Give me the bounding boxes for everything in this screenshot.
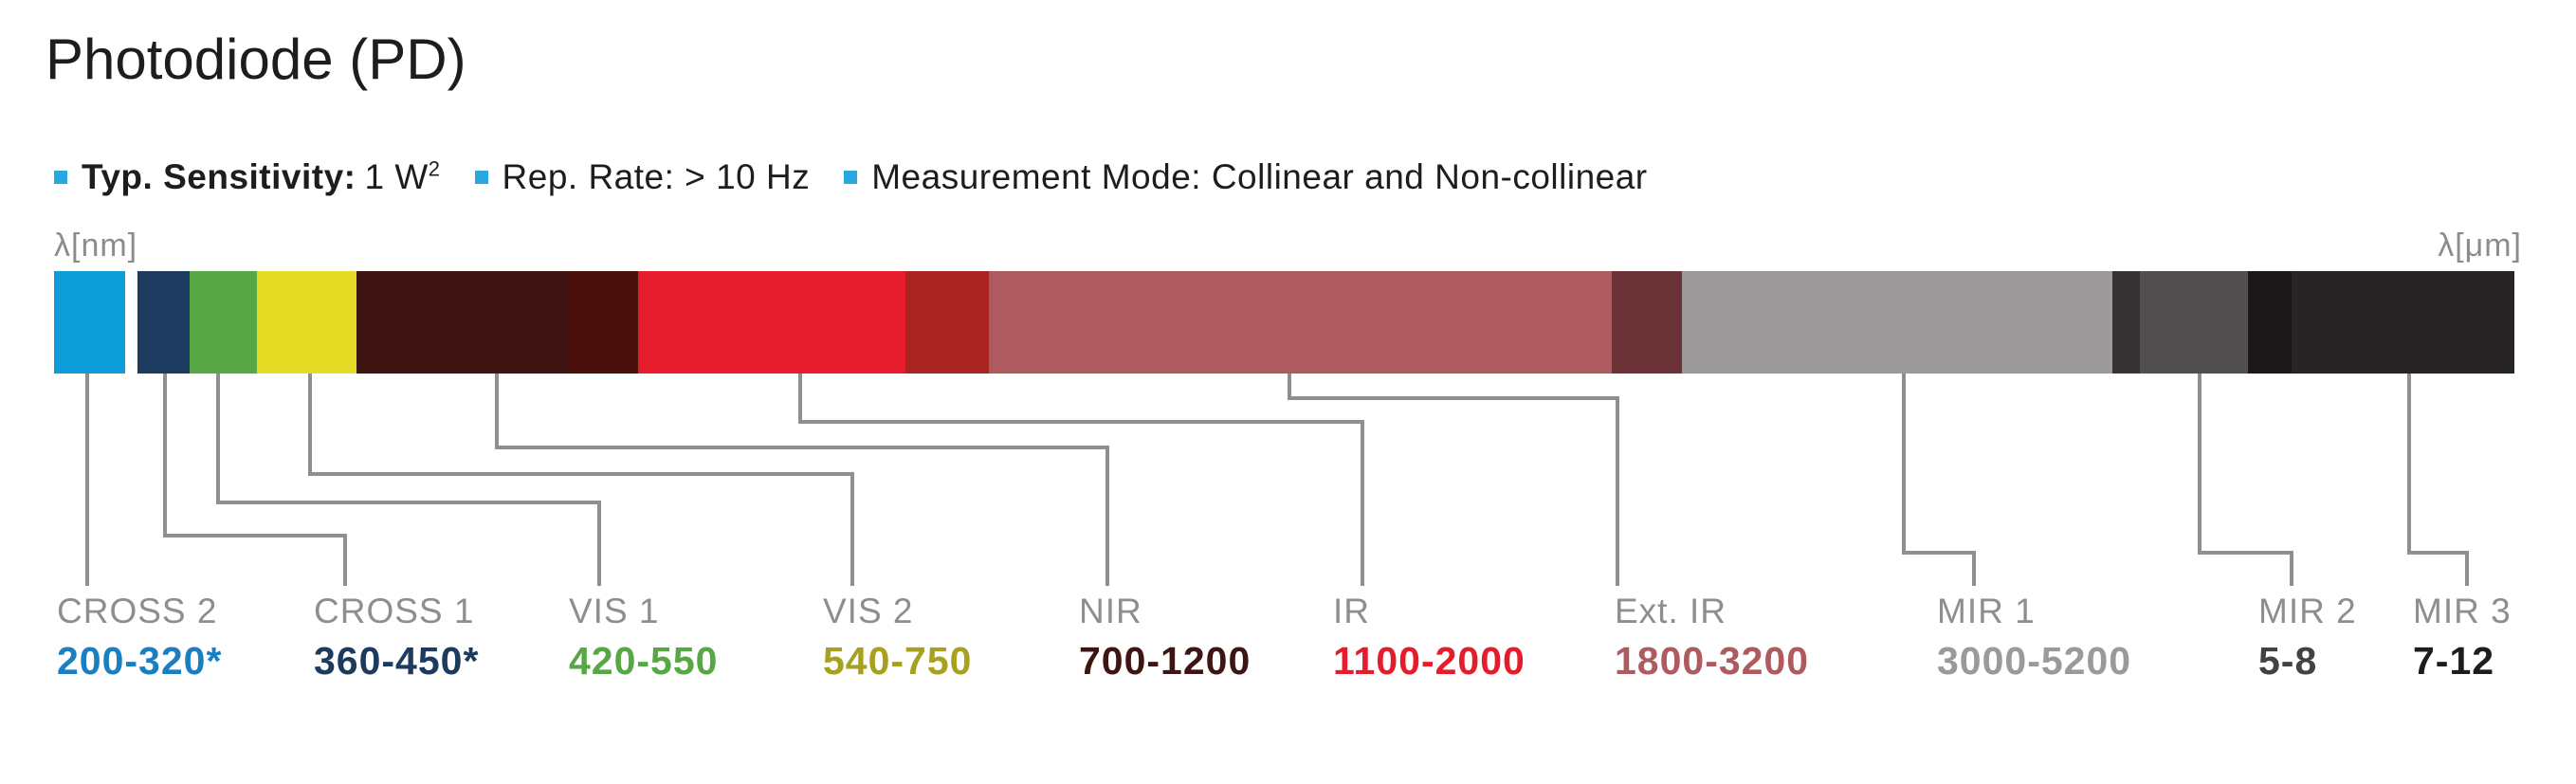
band-name: VIS 2	[823, 592, 914, 630]
spectrum-bar	[0, 271, 2576, 374]
leader-line	[798, 374, 1364, 586]
band-label: CROSS 2 200-320*	[57, 592, 222, 684]
spec-item: Typ. Sensitivity: 1 W2	[54, 157, 441, 197]
band-label: NIR 700-1200	[1079, 592, 1251, 684]
spec-text: Typ. Sensitivity: 1 W2	[82, 156, 441, 196]
band-label: CROSS 1 360-450*	[314, 592, 479, 684]
axis-label-micrometer: λ[μm]	[2438, 228, 2522, 264]
band-name: IR	[1333, 592, 1370, 630]
band-name: MIR 1	[1937, 592, 2036, 630]
band-label: MIR 3 7-12	[2413, 592, 2512, 684]
spectrum-segment	[190, 271, 257, 374]
band-name: Ext. IR	[1615, 592, 1727, 630]
band-name: CROSS 2	[57, 592, 218, 630]
leader-line	[2407, 374, 2469, 586]
leader-line	[2198, 374, 2293, 586]
band-name: MIR 2	[2258, 592, 2357, 630]
spec-text: Measurement Mode: Collinear and Non-coll…	[871, 157, 1648, 196]
leader-line	[1288, 374, 1619, 586]
band-range: 5-8	[2258, 639, 2318, 683]
band-range: 1100-2000	[1333, 639, 1526, 683]
spectrum-segment	[2112, 271, 2140, 374]
band-name: NIR	[1079, 592, 1142, 630]
band-name: MIR 3	[2413, 592, 2512, 630]
leader-line	[308, 374, 854, 586]
spec-item: Rep. Rate: > 10 Hz	[474, 157, 811, 197]
spectrum-segment	[257, 271, 356, 374]
band-range: 420-550	[569, 639, 719, 683]
spec-text: Rep. Rate: > 10 Hz	[502, 157, 811, 196]
leader-line	[495, 374, 1109, 586]
band-range: 1800-3200	[1615, 639, 1810, 683]
leader-line	[1902, 374, 1976, 586]
band-range: 540-750	[823, 639, 973, 683]
band-name: CROSS 1	[314, 592, 475, 630]
spectrum-segment	[356, 271, 567, 374]
band-label: VIS 1 420-550	[569, 592, 718, 684]
band-range: 360-450*	[314, 639, 480, 683]
band-range: 200-320*	[57, 639, 223, 683]
band-label: MIR 1 3000-5200	[1937, 592, 2131, 684]
bullet-square-icon	[844, 171, 858, 184]
band-label: Ext. IR 1800-3200	[1615, 592, 1809, 684]
spec-item: Measurement Mode: Collinear and Non-coll…	[844, 157, 1647, 197]
band-range: 7-12	[2413, 639, 2495, 683]
spectrum-segment	[2140, 271, 2248, 374]
spectrum-segment	[2248, 271, 2292, 374]
band-label: MIR 2 5-8	[2258, 592, 2357, 684]
leader-line	[216, 374, 601, 586]
band-name: VIS 1	[569, 592, 660, 630]
axis-label-nanometer: λ[nm]	[54, 228, 138, 264]
spectrum-segment	[905, 271, 989, 374]
page-title: Photodiode (PD)	[46, 27, 466, 91]
bullet-square-icon	[54, 171, 67, 184]
bullet-square-icon	[474, 171, 488, 184]
spectrum-segment	[638, 271, 905, 374]
leader-line	[163, 374, 347, 586]
spectrum-segment	[137, 271, 190, 374]
spectrum-segment	[1612, 271, 1682, 374]
band-range: 3000-5200	[1937, 639, 2132, 683]
band-label: IR 1100-2000	[1333, 592, 1526, 684]
spectrum-segment	[989, 271, 1612, 374]
band-range: 700-1200	[1079, 639, 1251, 683]
spectrum-segment	[1682, 271, 2112, 374]
band-label: VIS 2 540-750	[823, 592, 972, 684]
spec-list: Typ. Sensitivity: 1 W2 Rep. Rate: > 10 Hz M…	[54, 157, 1648, 197]
spectrum-segment	[54, 271, 125, 374]
spectrum-segment	[567, 271, 638, 374]
spectrum-segment	[2292, 271, 2514, 374]
